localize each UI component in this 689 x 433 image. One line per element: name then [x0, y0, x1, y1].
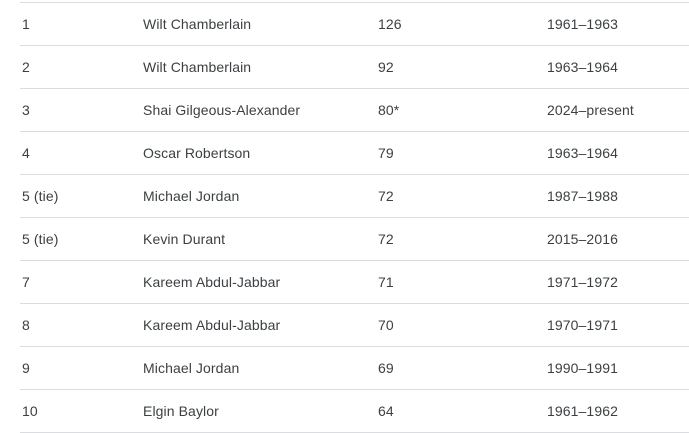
cell-rank: 5 (tie): [20, 217, 143, 261]
table-row: 3 Shai Gilgeous-Alexander 80* 2024–prese…: [20, 88, 689, 132]
cell-value: 126: [378, 2, 547, 46]
cell-seasons: 1963–1964: [547, 45, 689, 89]
cell-seasons: 1971–1972: [547, 260, 689, 304]
cell-player: Shai Gilgeous-Alexander: [143, 88, 378, 132]
table-row: 7 Kareem Abdul-Jabbar 71 1971–1972: [20, 260, 689, 304]
cell-rank: 9: [20, 346, 143, 390]
cell-value: 92: [378, 45, 547, 89]
cell-player: Michael Jordan: [143, 346, 378, 390]
cell-value: 80*: [378, 88, 547, 132]
cell-seasons: 1963–1964: [547, 131, 689, 175]
table-row: 4 Oscar Robertson 79 1963–1964: [20, 131, 689, 175]
cell-rank: 4: [20, 131, 143, 175]
table-row: 9 Michael Jordan 69 1990–1991: [20, 346, 689, 390]
cell-value: 70: [378, 303, 547, 347]
cell-value: 72: [378, 217, 547, 261]
cell-player: Elgin Baylor: [143, 389, 378, 433]
stats-table: 1 Wilt Chamberlain 126 1961–1963 2 Wilt …: [20, 2, 689, 433]
cell-value: 64: [378, 389, 547, 433]
cell-rank: 3: [20, 88, 143, 132]
cell-seasons: 1990–1991: [547, 346, 689, 390]
stats-table-container: 1 Wilt Chamberlain 126 1961–1963 2 Wilt …: [20, 2, 689, 433]
table-row: 2 Wilt Chamberlain 92 1963–1964: [20, 45, 689, 89]
cell-player: Oscar Robertson: [143, 131, 378, 175]
cell-rank: 7: [20, 260, 143, 304]
cell-player: Kareem Abdul-Jabbar: [143, 260, 378, 304]
table-row: 8 Kareem Abdul-Jabbar 70 1970–1971: [20, 303, 689, 347]
cell-rank: 8: [20, 303, 143, 347]
table-row: 10 Elgin Baylor 64 1961–1962: [20, 389, 689, 433]
cell-player: Kevin Durant: [143, 217, 378, 261]
cell-rank: 10: [20, 389, 143, 433]
cell-value: 72: [378, 174, 547, 218]
cell-rank: 2: [20, 45, 143, 89]
cell-seasons: 1970–1971: [547, 303, 689, 347]
cell-value: 79: [378, 131, 547, 175]
cell-seasons: 1961–1962: [547, 389, 689, 433]
table-row: 5 (tie) Michael Jordan 72 1987–1988: [20, 174, 689, 218]
cell-seasons: 1961–1963: [547, 2, 689, 46]
cell-player: Wilt Chamberlain: [143, 2, 378, 46]
cell-seasons: 2024–present: [547, 88, 689, 132]
cell-seasons: 1987–1988: [547, 174, 689, 218]
cell-seasons: 2015–2016: [547, 217, 689, 261]
table-row: 5 (tie) Kevin Durant 72 2015–2016: [20, 217, 689, 261]
cell-rank: 5 (tie): [20, 174, 143, 218]
cell-player: Wilt Chamberlain: [143, 45, 378, 89]
cell-player: Kareem Abdul-Jabbar: [143, 303, 378, 347]
cell-value: 69: [378, 346, 547, 390]
cell-player: Michael Jordan: [143, 174, 378, 218]
cell-rank: 1: [20, 2, 143, 46]
cell-value: 71: [378, 260, 547, 304]
table-row: 1 Wilt Chamberlain 126 1961–1963: [20, 2, 689, 46]
